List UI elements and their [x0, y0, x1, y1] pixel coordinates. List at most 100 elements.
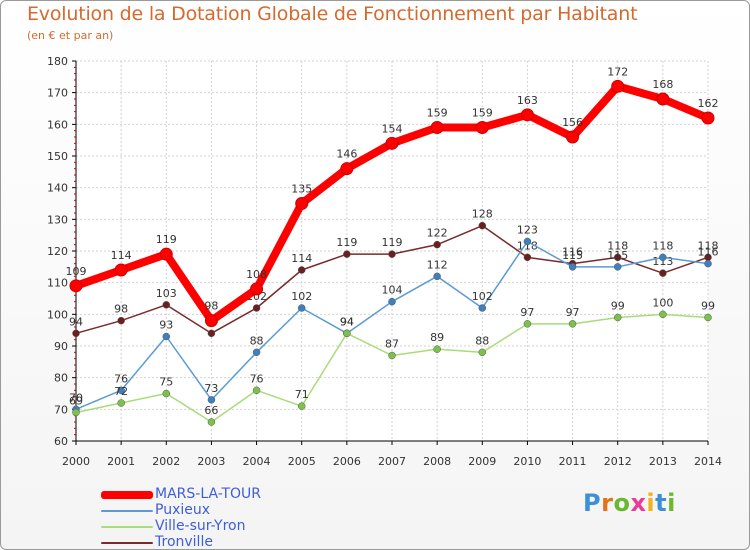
data-label-puxieux: 93 — [159, 319, 173, 332]
data-label-tronville: 94 — [69, 315, 83, 328]
data-label-tronville: 119 — [336, 236, 357, 249]
data-point-ville-sur-yron — [388, 351, 396, 360]
data-point-puxieux — [523, 237, 532, 246]
data-label-mars-la-tour: 109 — [66, 265, 87, 278]
x-tick-label: 2007 — [378, 455, 406, 468]
data-point-puxieux — [659, 253, 667, 262]
proxiti-logo[interactable]: Proxiti — [583, 489, 676, 517]
x-tick-label: 2012 — [604, 455, 632, 468]
data-label-puxieux: 94 — [340, 315, 354, 328]
data-label-mars-la-tour: 159 — [472, 107, 493, 120]
y-tick-label: 160 — [47, 118, 68, 131]
data-point-mars-la-tour — [159, 247, 173, 261]
data-point-tronville — [659, 269, 667, 277]
data-label-ville-sur-yron: 99 — [611, 300, 625, 313]
data-label-mars-la-tour: 163 — [517, 94, 538, 107]
data-label-mars-la-tour: 119 — [156, 233, 177, 246]
data-point-tronville — [388, 250, 396, 258]
data-point-puxieux — [704, 259, 712, 268]
data-label-puxieux: 115 — [562, 249, 583, 262]
data-point-tronville — [478, 221, 487, 230]
data-point-puxieux — [388, 297, 396, 306]
x-tick-label: 2008 — [423, 455, 451, 468]
data-point-mars-la-tour — [430, 121, 444, 134]
data-label-tronville: 114 — [291, 252, 312, 265]
data-point-ville-sur-yron — [72, 408, 80, 417]
data-label-puxieux: 76 — [114, 372, 128, 385]
data-point-mars-la-tour — [701, 111, 715, 125]
data-label-tronville: 116 — [562, 246, 583, 259]
data-label-puxieux: 73 — [204, 382, 218, 395]
x-tick-label: 2005 — [288, 455, 316, 468]
legend-label-puxieux: Puxieux — [155, 502, 211, 518]
data-label-mars-la-tour: 114 — [111, 249, 132, 262]
data-label-puxieux: 88 — [250, 334, 264, 347]
data-label-tronville: 98 — [114, 303, 128, 316]
data-point-ville-sur-yron — [523, 320, 532, 328]
data-label-tronville: 118 — [698, 239, 719, 252]
data-point-mars-la-tour — [566, 130, 580, 144]
y-tick-label: 180 — [47, 55, 68, 68]
data-label-ville-sur-yron: 88 — [475, 334, 489, 347]
data-point-puxieux — [613, 263, 622, 271]
data-label-ville-sur-yron: 89 — [430, 331, 444, 344]
logo-letter: i — [646, 489, 656, 517]
data-point-puxieux — [297, 304, 306, 312]
data-label-puxieux: 102 — [291, 290, 312, 303]
legend-swatch-tronville — [101, 542, 153, 544]
x-tick-label: 2013 — [649, 455, 677, 468]
logo-letter: i — [667, 489, 676, 517]
data-label-ville-sur-yron: 75 — [159, 376, 173, 389]
data-point-puxieux — [433, 272, 441, 281]
y-tick-label: 110 — [47, 277, 68, 290]
data-label-puxieux: 104 — [382, 284, 403, 297]
data-label-mars-la-tour: 154 — [382, 122, 403, 135]
y-tick-label: 70 — [54, 403, 68, 416]
data-label-mars-la-tour: 146 — [336, 148, 357, 161]
data-label-ville-sur-yron: 71 — [295, 388, 309, 401]
data-label-puxieux: 102 — [472, 290, 493, 303]
data-label-ville-sur-yron: 66 — [204, 404, 218, 417]
data-point-ville-sur-yron — [162, 389, 171, 398]
data-point-tronville — [117, 316, 125, 325]
data-label-mars-la-tour: 168 — [652, 78, 673, 91]
data-label-ville-sur-yron: 97 — [520, 306, 534, 319]
data-label-mars-la-tour: 172 — [607, 65, 628, 78]
legend-label-mars-la-tour: MARS-LA-TOUR — [155, 486, 262, 502]
data-point-tronville — [72, 329, 80, 338]
data-point-mars-la-tour — [340, 162, 354, 176]
data-label-ville-sur-yron: 97 — [566, 306, 580, 319]
data-point-mars-la-tour — [295, 197, 309, 210]
x-tick-label: 2006 — [333, 455, 361, 468]
data-point-tronville — [207, 329, 216, 338]
data-point-ville-sur-yron — [252, 386, 261, 395]
y-tick-label: 130 — [47, 213, 68, 226]
data-label-puxieux: 116 — [698, 246, 719, 259]
data-point-mars-la-tour — [520, 108, 534, 122]
logo-letter: x — [630, 489, 647, 517]
data-point-mars-la-tour — [114, 263, 128, 277]
data-label-ville-sur-yron: 100 — [652, 296, 673, 309]
y-tick-label: 120 — [47, 245, 68, 258]
data-point-tronville — [433, 240, 441, 249]
data-point-mars-la-tour — [250, 282, 264, 296]
data-label-mars-la-tour: 159 — [427, 107, 448, 120]
x-tick-label: 2000 — [62, 455, 90, 468]
data-label-ville-sur-yron: 87 — [385, 338, 399, 351]
logo-letter: r — [601, 489, 614, 517]
legend-swatch-ville-sur-yron — [101, 526, 153, 528]
data-point-tronville — [297, 266, 306, 274]
data-point-ville-sur-yron — [117, 399, 125, 407]
data-point-puxieux — [162, 332, 171, 341]
data-point-tronville — [252, 304, 261, 312]
data-point-puxieux — [207, 396, 216, 404]
x-tick-label: 2010 — [513, 455, 541, 468]
y-tick-label: 150 — [47, 150, 68, 163]
data-point-mars-la-tour — [385, 136, 399, 150]
data-point-mars-la-tour — [204, 314, 218, 328]
y-tick-label: 90 — [54, 340, 68, 353]
data-label-mars-la-tour: 98 — [204, 300, 218, 313]
data-label-tronville: 103 — [156, 287, 177, 300]
